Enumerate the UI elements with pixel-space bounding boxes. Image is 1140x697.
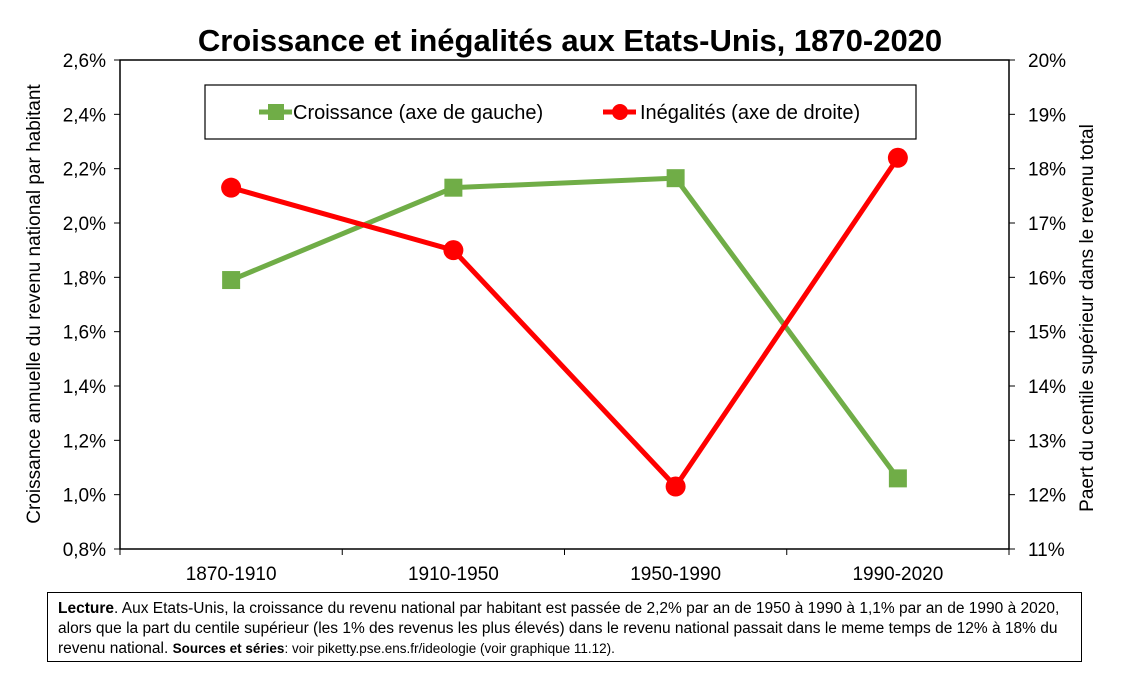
series-layer — [221, 147, 908, 497]
y-left-tick-label: 1,6% — [63, 323, 106, 344]
legend-inegalites-label: Inégalités (axe de droite) — [640, 102, 860, 124]
y-left-tick-label: 1,4% — [63, 377, 106, 398]
left-axis: 0,8% 1,0% 1,2% 1,4% 1,6% 1,8% 2,0% 2,2% 2,4% 2,6% — [63, 51, 120, 561]
sources-text: : voir piketty.pse.ens.fr/ideologie (voi… — [284, 641, 615, 656]
y-left-tick-label: 1,2% — [63, 431, 106, 452]
legend-box — [204, 84, 917, 140]
inegalites-point — [221, 177, 242, 198]
y-left-tick-label: 2,0% — [63, 214, 106, 235]
y-left-tick-label: 1,8% — [63, 268, 106, 289]
y-right-tick-label: 18% — [1028, 160, 1066, 181]
x-tick-label: 1950-1990 — [630, 564, 721, 585]
y-right-tick-label: 16% — [1028, 268, 1066, 289]
y-left-tick-label: 1,0% — [63, 486, 106, 507]
inegalites-point — [443, 240, 464, 261]
x-axis: 1870-1910 1910-1950 1950-1990 1990-2020 — [119, 549, 1010, 585]
x-tick-label: 1990-2020 — [852, 564, 943, 585]
y-axis-right-label: Paert du centile supérieur dans le reven… — [1077, 124, 1098, 512]
croissance-point — [666, 169, 685, 188]
croissance-point — [222, 271, 241, 290]
croissance-point — [444, 178, 463, 197]
reading-note: Lecture. Aux Etats-Unis, la croissance d… — [47, 592, 1082, 662]
y-right-tick-label: 14% — [1028, 377, 1066, 398]
y-right-tick-label: 17% — [1028, 214, 1066, 235]
legend-inegalites-marker — [612, 104, 628, 120]
y-right-tick-label: 19% — [1028, 105, 1066, 126]
y-left-tick-label: 0,8% — [63, 540, 106, 561]
sources-label: Sources et séries — [172, 641, 285, 656]
croissance-point — [888, 469, 907, 488]
lecture-label: Lecture — [58, 600, 114, 617]
y-right-tick-label: 20% — [1028, 51, 1066, 72]
inegalites-series-line — [230, 156, 900, 490]
y-right-tick-label: 13% — [1028, 431, 1066, 452]
y-axis-left-label: Croissance annuelle du revenu national p… — [24, 84, 45, 524]
legend-croissance-label: Croissance (axe de gauche) — [293, 102, 543, 124]
lecture-text: . Aux Etats-Unis, la croissance du reven… — [58, 600, 1060, 657]
y-left-tick-label: 2,6% — [63, 51, 106, 72]
y-left-tick-label: 2,4% — [63, 105, 106, 126]
y-right-tick-label: 12% — [1028, 486, 1066, 507]
y-left-tick-label: 2,2% — [63, 160, 106, 181]
inegalites-point — [887, 147, 908, 168]
y-right-tick-label: 15% — [1028, 323, 1066, 344]
right-axis: 11% 12% 13% 14% 15% 16% 17% 18% 19% 20% — [1009, 51, 1066, 561]
inegalites-point — [665, 476, 686, 497]
x-tick-label: 1870-1910 — [186, 564, 277, 585]
legend-croissance-marker — [268, 104, 284, 120]
croissance-series-line — [230, 175, 900, 480]
x-tick-label: 1910-1950 — [408, 564, 499, 585]
legend: Croissance (axe de gauche) Inégalités (a… — [204, 84, 917, 140]
chart-title: Croissance et inégalités aux Etats-Unis,… — [198, 23, 942, 58]
y-right-tick-label: 11% — [1028, 540, 1065, 561]
